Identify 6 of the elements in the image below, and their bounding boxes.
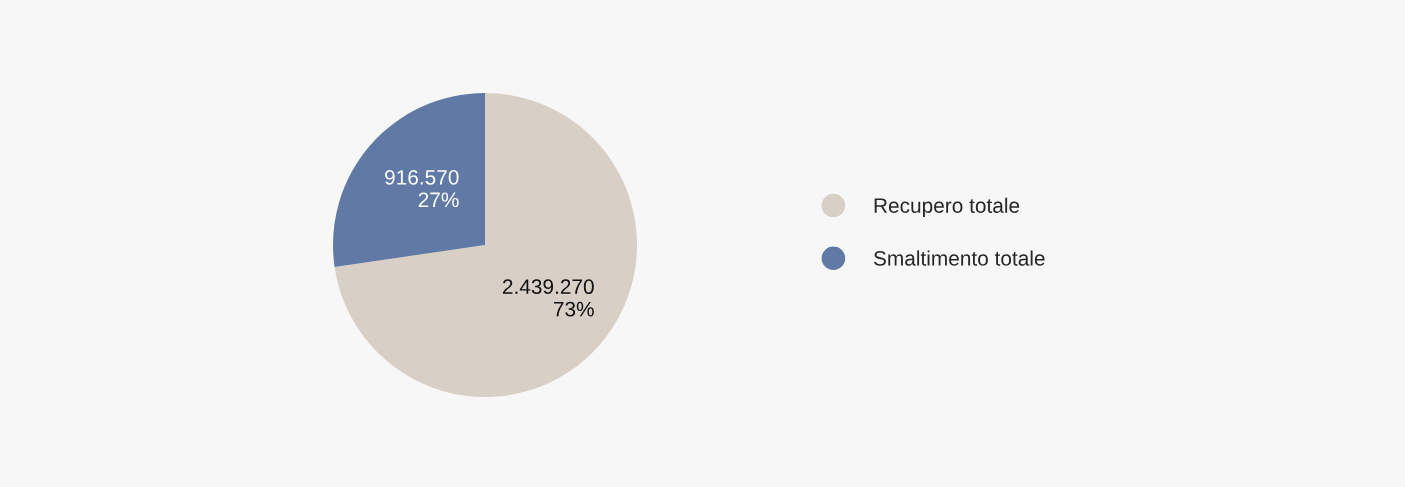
data-label: 916.570 27% bbox=[385, 169, 459, 208]
pie-slice bbox=[334, 93, 637, 397]
data-label: 2.439.270 73% bbox=[502, 279, 594, 317]
legend-label: Smaltimento totale bbox=[873, 250, 1045, 266]
pie-slice bbox=[333, 93, 485, 268]
legend-label: Recupero totale bbox=[874, 197, 1020, 218]
